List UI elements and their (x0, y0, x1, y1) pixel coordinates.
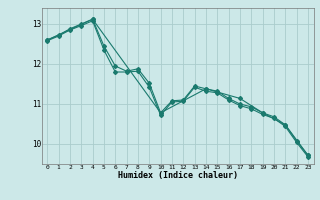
X-axis label: Humidex (Indice chaleur): Humidex (Indice chaleur) (118, 171, 237, 180)
